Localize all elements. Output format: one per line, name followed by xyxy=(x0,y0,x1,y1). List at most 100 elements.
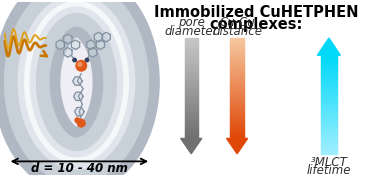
Bar xyxy=(231,126,244,127)
Polygon shape xyxy=(56,40,64,50)
Bar xyxy=(184,118,198,119)
Ellipse shape xyxy=(54,42,105,122)
Bar xyxy=(231,82,244,83)
Bar xyxy=(321,96,336,97)
Ellipse shape xyxy=(75,75,84,89)
Bar xyxy=(184,83,198,84)
Bar xyxy=(184,125,198,126)
Polygon shape xyxy=(71,40,80,50)
Bar xyxy=(321,71,336,72)
Bar xyxy=(184,105,198,106)
Bar xyxy=(321,134,336,135)
Bar xyxy=(184,122,198,123)
Bar xyxy=(231,72,244,73)
Ellipse shape xyxy=(47,31,112,133)
Bar xyxy=(231,44,244,45)
Bar xyxy=(184,110,198,111)
Bar xyxy=(321,81,336,82)
Bar xyxy=(184,45,198,46)
Bar xyxy=(321,102,336,104)
Polygon shape xyxy=(74,4,105,160)
Bar xyxy=(321,142,336,143)
Bar xyxy=(184,52,198,53)
Ellipse shape xyxy=(65,60,93,104)
Bar xyxy=(231,78,244,79)
Bar xyxy=(321,65,336,66)
Bar xyxy=(184,114,198,115)
Bar xyxy=(184,75,198,76)
Ellipse shape xyxy=(60,51,99,113)
Bar xyxy=(231,88,244,89)
Bar xyxy=(184,84,198,85)
Bar xyxy=(321,95,336,96)
Bar xyxy=(231,41,244,42)
Text: Immobilized CuHETPHEN: Immobilized CuHETPHEN xyxy=(154,5,358,20)
Bar xyxy=(321,104,336,106)
Bar xyxy=(321,118,336,119)
Bar xyxy=(231,83,244,84)
Bar xyxy=(231,125,244,126)
Bar xyxy=(184,88,198,89)
Bar xyxy=(321,141,336,142)
Bar xyxy=(231,102,244,103)
Bar xyxy=(231,52,244,53)
Bar xyxy=(184,43,198,44)
Text: Cu-Cu: Cu-Cu xyxy=(219,16,255,30)
Bar xyxy=(231,121,244,122)
Bar xyxy=(184,41,198,42)
Bar xyxy=(184,80,198,81)
Bar xyxy=(231,45,244,46)
Bar xyxy=(321,147,336,148)
Bar xyxy=(231,108,244,109)
Bar xyxy=(231,97,244,98)
Bar xyxy=(231,98,244,99)
Bar xyxy=(231,93,244,94)
Bar xyxy=(321,114,336,115)
Text: lifetime: lifetime xyxy=(307,164,351,177)
Ellipse shape xyxy=(27,4,126,160)
Ellipse shape xyxy=(70,67,88,97)
Bar xyxy=(321,135,336,136)
Bar xyxy=(184,107,198,108)
Bar xyxy=(231,100,244,101)
Bar xyxy=(184,90,198,91)
Bar xyxy=(321,136,336,137)
Ellipse shape xyxy=(63,56,96,108)
Ellipse shape xyxy=(78,80,81,84)
Bar xyxy=(321,78,336,79)
Bar xyxy=(184,65,198,66)
Bar xyxy=(231,54,244,55)
Bar xyxy=(231,79,244,80)
Bar xyxy=(184,42,198,43)
Bar xyxy=(184,68,198,69)
Bar xyxy=(184,109,198,110)
Bar xyxy=(321,86,336,87)
Bar xyxy=(321,56,336,57)
Bar xyxy=(231,111,244,112)
Bar xyxy=(231,86,244,87)
Bar xyxy=(231,40,244,41)
Bar xyxy=(231,106,244,107)
Ellipse shape xyxy=(62,55,97,110)
Bar xyxy=(321,111,336,112)
Bar xyxy=(184,44,198,45)
Bar xyxy=(184,115,198,116)
Bar xyxy=(321,98,336,99)
Bar xyxy=(184,134,198,135)
Bar xyxy=(321,108,336,109)
Ellipse shape xyxy=(48,33,111,131)
Bar xyxy=(321,57,336,58)
Bar xyxy=(184,82,198,83)
Bar xyxy=(184,121,198,122)
Bar xyxy=(231,69,244,70)
Ellipse shape xyxy=(57,4,157,160)
Bar xyxy=(184,38,198,39)
Bar xyxy=(321,143,336,144)
Bar xyxy=(184,133,198,134)
Polygon shape xyxy=(226,138,248,154)
Bar xyxy=(231,129,244,130)
Bar xyxy=(231,104,244,105)
Bar xyxy=(231,60,244,61)
Bar xyxy=(321,148,336,149)
Text: d = 10 - 40 nm: d = 10 - 40 nm xyxy=(31,162,128,175)
